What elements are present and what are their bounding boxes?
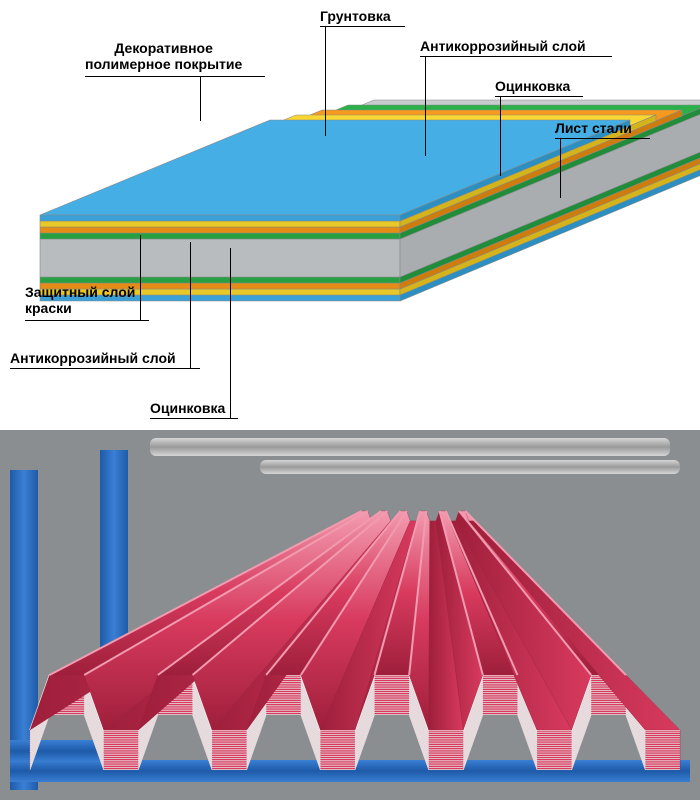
leader-bottom-0 [140, 235, 141, 320]
underline-bottom-0 [25, 320, 149, 321]
underline-bottom-1 [10, 368, 200, 369]
product-photo-panel [0, 430, 700, 800]
label-top-1: Антикоррозийный слой [420, 38, 586, 54]
label-bottom-0: Защитный слой краски [25, 284, 135, 316]
underline-top-0 [320, 26, 405, 27]
label-decorative-coating: Декоративное полимерное покрытие [85, 40, 242, 72]
layer-diagram-panel: Декоративное полимерное покрытие Грунтов… [0, 0, 700, 430]
label-top-3: Лист стали [555, 120, 632, 136]
leader-top-2 [500, 96, 501, 176]
underline-top-3 [555, 138, 650, 139]
leader-top-3 [560, 138, 561, 198]
label-bottom-1: Антикоррозийный слой [10, 350, 176, 366]
label-top-2: Оцинковка [495, 78, 570, 94]
underline-top-2 [495, 96, 583, 97]
underline-top-1 [420, 56, 612, 57]
leader-bottom-1 [190, 242, 191, 368]
leader-top-1 [425, 56, 426, 156]
leader-decorative-coating [200, 76, 201, 121]
corrugated-sheet-stack [0, 430, 700, 800]
underline-decorative-coating [85, 76, 265, 77]
label-bottom-2: Оцинковка [150, 400, 225, 416]
label-top-0: Грунтовка [320, 8, 391, 24]
leader-bottom-2 [230, 248, 231, 418]
leader-top-0 [325, 26, 326, 136]
underline-bottom-2 [150, 418, 238, 419]
